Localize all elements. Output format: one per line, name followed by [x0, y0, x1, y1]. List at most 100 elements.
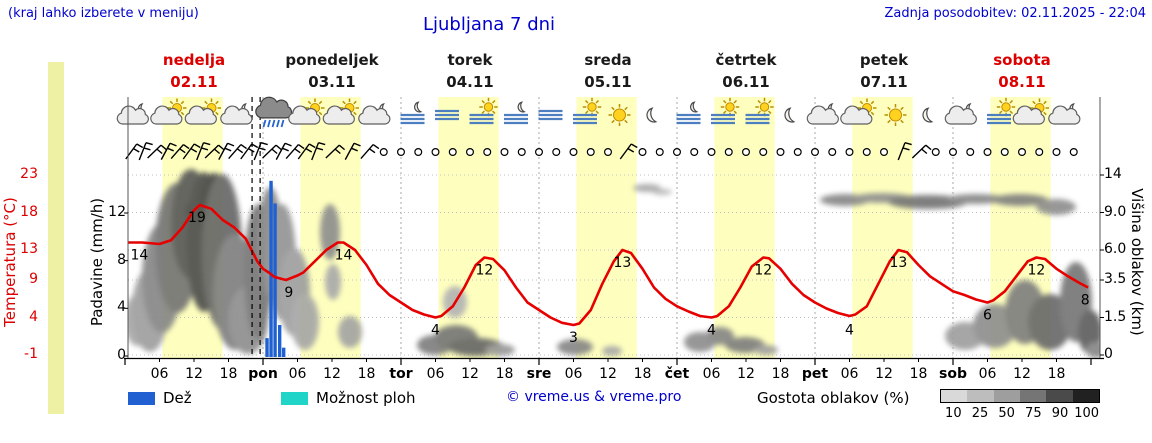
day-date: 06.11 [722, 73, 770, 91]
cloud-blob [155, 183, 199, 313]
hour-label: 18 [495, 366, 514, 382]
day-night-bands [162, 97, 1051, 358]
weather-icon-moon-fog [676, 101, 701, 125]
density-value: 90 [1051, 406, 1069, 421]
cloud-blob [1005, 280, 1045, 344]
wind-barb-icon [311, 142, 326, 161]
temperature-value: 8 [1081, 293, 1090, 309]
calm-wind-icon [1069, 148, 1078, 157]
temperature-value: 4 [707, 323, 716, 339]
cloud-height-tick: 3.5 [1104, 271, 1127, 287]
temperature-value: 4 [845, 323, 854, 339]
density-value: 10 [945, 406, 962, 421]
calm-wind-icon [983, 148, 992, 157]
day-name-sobota: sobota [993, 51, 1051, 69]
day-abbr-label: sob [939, 366, 967, 382]
cloud-blob [186, 172, 222, 312]
wind-barb-icon [911, 144, 932, 159]
weather-icon-cloud-moon [116, 102, 149, 125]
wind-barb-icon [344, 142, 361, 160]
temperature-value: 12 [1027, 263, 1045, 279]
cloud-blob [1086, 342, 1100, 358]
hour-label: 06 [150, 366, 169, 382]
wind-barb-icon [262, 144, 282, 159]
hour-label: 12 [875, 366, 893, 382]
wind-barb-icon [147, 144, 167, 159]
rain-legend-label: Dež [163, 389, 192, 407]
calm-wind-icon [655, 148, 664, 157]
daylight-band [576, 97, 637, 358]
cloud-blob [417, 335, 453, 355]
density-value: 100 [1074, 406, 1100, 421]
hour-label: 06 [564, 366, 583, 382]
wind-barb-icon [897, 142, 912, 161]
weather-icon-sun-cloud [150, 98, 187, 125]
hour-label: 12 [599, 366, 617, 382]
hour-label: 12 [323, 366, 341, 382]
hour-label: 06 [426, 366, 445, 382]
weather-icon-fog-sun [711, 97, 740, 125]
temperature-value: 14 [130, 248, 148, 264]
cloud-blob [602, 346, 622, 356]
day-name-ponedeljek: ponedeljek [285, 51, 379, 69]
day-abbr-label: pet [801, 366, 829, 382]
hour-label: 06 [702, 366, 721, 382]
weather-icon-moon-fog [504, 101, 528, 125]
day-date: 05.11 [584, 73, 632, 91]
cloud-height-tick: 14 [1104, 166, 1122, 182]
cloud-blob [338, 316, 362, 348]
hour-label: 06 [288, 366, 307, 382]
weather-icon-fog-sun [573, 97, 602, 125]
credit-link[interactable]: © vreme.us & vreme.pro [506, 389, 682, 405]
calm-wind-icon [534, 148, 543, 157]
hour-label: 18 [771, 366, 790, 382]
cloud-blob [278, 248, 310, 336]
cloud-blob [706, 327, 734, 345]
weather-icon-fog-sun [745, 97, 774, 125]
last-update: Zadnja posodobitev: 02.11.2025 - 22:04 [884, 6, 1146, 21]
calm-wind-icon [603, 148, 612, 157]
calm-wind-icon [690, 148, 699, 157]
calm-wind-icon [793, 148, 802, 157]
density-value: 25 [971, 406, 989, 421]
calm-wind-icon [414, 148, 423, 157]
calm-wind-icon [1017, 148, 1026, 157]
calm-wind-icon [638, 148, 647, 157]
density-cell [941, 390, 968, 402]
page-title: Ljubljana 7 dni [422, 14, 556, 35]
wind-barb-icon [275, 142, 292, 160]
wind-barb-icon [285, 143, 305, 159]
wind-barb-icon [228, 143, 248, 159]
weather-icon-sun [884, 104, 907, 126]
day-date: 02.11 [170, 73, 218, 91]
wind-barb-icon [360, 143, 380, 159]
wind-barb-icon [170, 143, 190, 159]
weather-icon-moon [646, 107, 658, 123]
temperature-value: 19 [188, 210, 206, 226]
cloud-blob [684, 332, 716, 352]
calm-wind-icon [586, 148, 595, 157]
day-name-petek: petek [859, 51, 909, 69]
density-value: 50 [998, 406, 1015, 421]
temperature-value: 9 [284, 285, 293, 301]
weather-icon-fog-sun [987, 97, 1016, 125]
wind-barb-icon [253, 142, 268, 161]
rain-bar [277, 325, 282, 357]
calm-wind-icon [552, 148, 561, 157]
calm-wind-icon [397, 148, 406, 157]
weather-icon-cloud-moon [358, 102, 391, 125]
precip-tick: 0 [117, 347, 126, 363]
calm-wind-icon [672, 148, 681, 157]
weather-icon-moon [922, 107, 934, 123]
hour-label: 12 [185, 366, 203, 382]
temperature-scale-stripe [48, 62, 64, 414]
wind-barb-icon [325, 144, 346, 159]
cloud-blob [320, 204, 340, 260]
cloud-density-layer [128, 169, 1100, 358]
day-abbr-label: pon [248, 366, 278, 382]
weather-icon-sun-cloud [840, 98, 877, 125]
calm-wind-icon [707, 148, 716, 157]
cloud-blob [434, 325, 478, 351]
density-cell [967, 390, 994, 402]
